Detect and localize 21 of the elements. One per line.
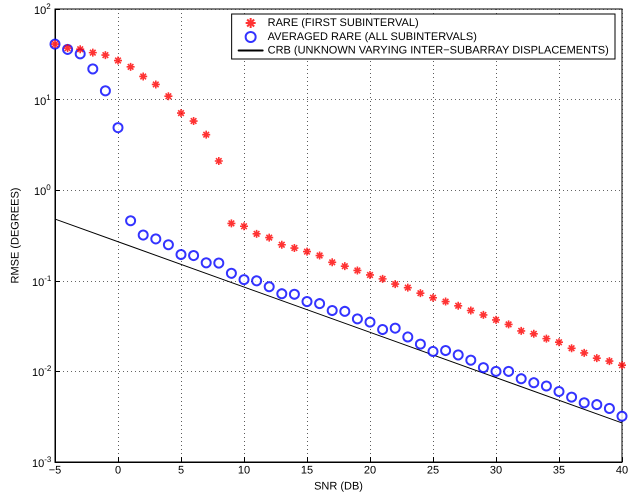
- x-tick-label: 10: [238, 464, 250, 476]
- legend-label: CRB (UNKNOWN VARYING INTER−SUBARRAY DISPLACEMENTS): [268, 44, 609, 56]
- y-tick-label: 10$^{2}$: [34, 2, 51, 17]
- x-tick-label: 5: [178, 464, 184, 476]
- x-tick-label: 30: [490, 464, 502, 476]
- x-tick-label: 20: [364, 464, 376, 476]
- y-tick-label: 10$^{-1}$: [32, 274, 52, 289]
- x-axis-title: SNR (DB): [314, 480, 363, 492]
- y-tick-label: 10$^{1}$: [34, 92, 51, 108]
- x-tick-label: 35: [552, 464, 566, 476]
- legend-label: RARE (FIRST SUBINTERVAL): [268, 17, 419, 29]
- y-tick-label: 10$^{0}$: [34, 183, 51, 198]
- y-tick-label: 10$^{-2}$: [32, 364, 52, 380]
- y-tick-label: 10$^{-3}$: [32, 455, 52, 470]
- x-tick-label: −5: [48, 464, 62, 476]
- y-axis-title: RMSE (DEGREES): [10, 188, 22, 284]
- x-tick-label: 25: [426, 464, 440, 476]
- x-tick-label: 15: [300, 464, 314, 476]
- legend-label: AVERAGED RARE (ALL SUBINTERVALS): [268, 31, 477, 43]
- x-tick-label: 40: [616, 464, 628, 476]
- x-tick-label: 0: [114, 464, 122, 476]
